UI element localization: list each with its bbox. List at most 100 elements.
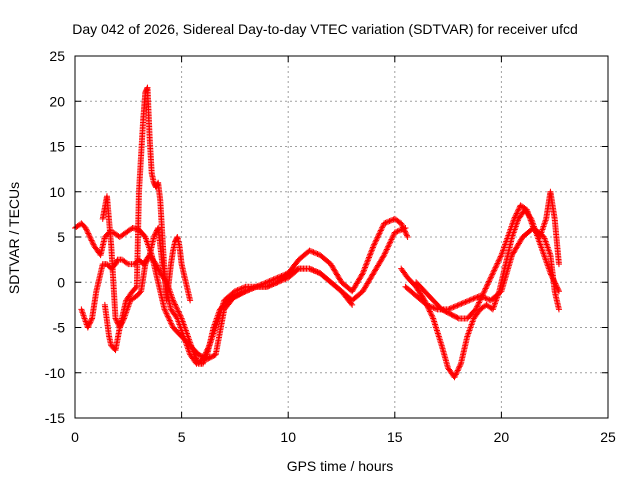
data-point (113, 316, 120, 323)
data-point (313, 268, 320, 275)
data-point (309, 266, 316, 273)
data-point (283, 270, 290, 277)
data-point (153, 262, 160, 269)
data-point (368, 247, 375, 254)
data-point (366, 253, 373, 260)
data-point (497, 253, 504, 260)
data-point (426, 308, 433, 315)
data-point (173, 304, 180, 311)
data-point (426, 303, 433, 310)
data-point (360, 267, 367, 274)
data-point (467, 296, 474, 303)
data-point (360, 268, 367, 275)
data-point (430, 304, 437, 311)
data-point (371, 241, 378, 248)
data-point (257, 282, 264, 289)
data-point (515, 207, 522, 214)
data-point (154, 263, 161, 270)
data-point (373, 235, 380, 242)
x-tick-label: 15 (387, 429, 403, 445)
data-point (486, 277, 493, 284)
data-point (114, 319, 121, 326)
data-point (381, 252, 388, 259)
data-point (368, 248, 375, 255)
data-point (311, 249, 318, 256)
data-point (385, 243, 392, 250)
data-point (471, 295, 478, 302)
data-point (397, 227, 404, 234)
data-point (483, 282, 490, 289)
data-point (231, 288, 238, 295)
data-point (451, 303, 458, 310)
data-point (511, 215, 518, 222)
data-point (175, 308, 182, 315)
data-point (451, 374, 458, 381)
data-point (362, 263, 369, 270)
data-point (515, 206, 522, 213)
data-point (386, 240, 393, 247)
data-point (385, 218, 392, 225)
data-point (473, 305, 480, 312)
data-point (174, 307, 181, 314)
data-point (429, 304, 436, 311)
data-point (279, 272, 286, 279)
data-point (383, 247, 390, 254)
data-point (167, 318, 174, 325)
data-point (359, 271, 366, 278)
data-point (482, 295, 489, 302)
data-point (393, 228, 400, 235)
data-point (365, 255, 372, 262)
data-point (89, 238, 96, 245)
series-night-c (402, 224, 562, 313)
data-point (164, 311, 171, 318)
data-point (364, 257, 371, 264)
data-point (381, 250, 388, 257)
data-point (489, 270, 496, 277)
data-point (363, 261, 370, 268)
data-point (403, 231, 410, 238)
data-point (491, 266, 498, 273)
x-tick-label: 25 (600, 429, 616, 445)
data-point (274, 274, 281, 281)
data-point (270, 276, 277, 283)
data-point (490, 268, 497, 275)
data-point (176, 311, 183, 318)
data-point (383, 246, 390, 253)
data-point (491, 267, 498, 274)
data-point (476, 299, 483, 306)
data-point (382, 249, 389, 256)
data-point (86, 321, 93, 328)
data-point (457, 362, 464, 369)
data-point (309, 248, 316, 255)
data-point (433, 305, 440, 312)
data-point (233, 287, 240, 294)
data-point (306, 265, 313, 272)
chart-title: Day 042 of 2026, Sidereal Day-to-day VTE… (72, 21, 578, 37)
y-tick-label: 5 (57, 229, 65, 245)
data-point (479, 293, 486, 300)
data-point (513, 211, 520, 218)
x-axis-label: GPS time / hours (287, 458, 394, 474)
data-point (485, 278, 492, 285)
data-point (201, 352, 208, 359)
data-point (455, 301, 462, 308)
data-point (166, 316, 173, 323)
data-point (314, 250, 321, 257)
data-point (381, 220, 388, 227)
data-point (203, 349, 210, 356)
data-point (401, 225, 408, 232)
data-point (166, 317, 173, 324)
data-point (365, 254, 372, 261)
data-point (456, 363, 463, 370)
data-point (165, 314, 172, 321)
data-point (84, 229, 91, 236)
data-point (459, 300, 466, 307)
data-point (359, 270, 366, 277)
data-point (87, 318, 94, 325)
data-point (495, 259, 502, 266)
data-point (383, 219, 390, 226)
y-tick-label: -5 (53, 320, 66, 336)
data-point (146, 253, 153, 260)
data-point (204, 346, 211, 353)
data-point (267, 277, 274, 284)
